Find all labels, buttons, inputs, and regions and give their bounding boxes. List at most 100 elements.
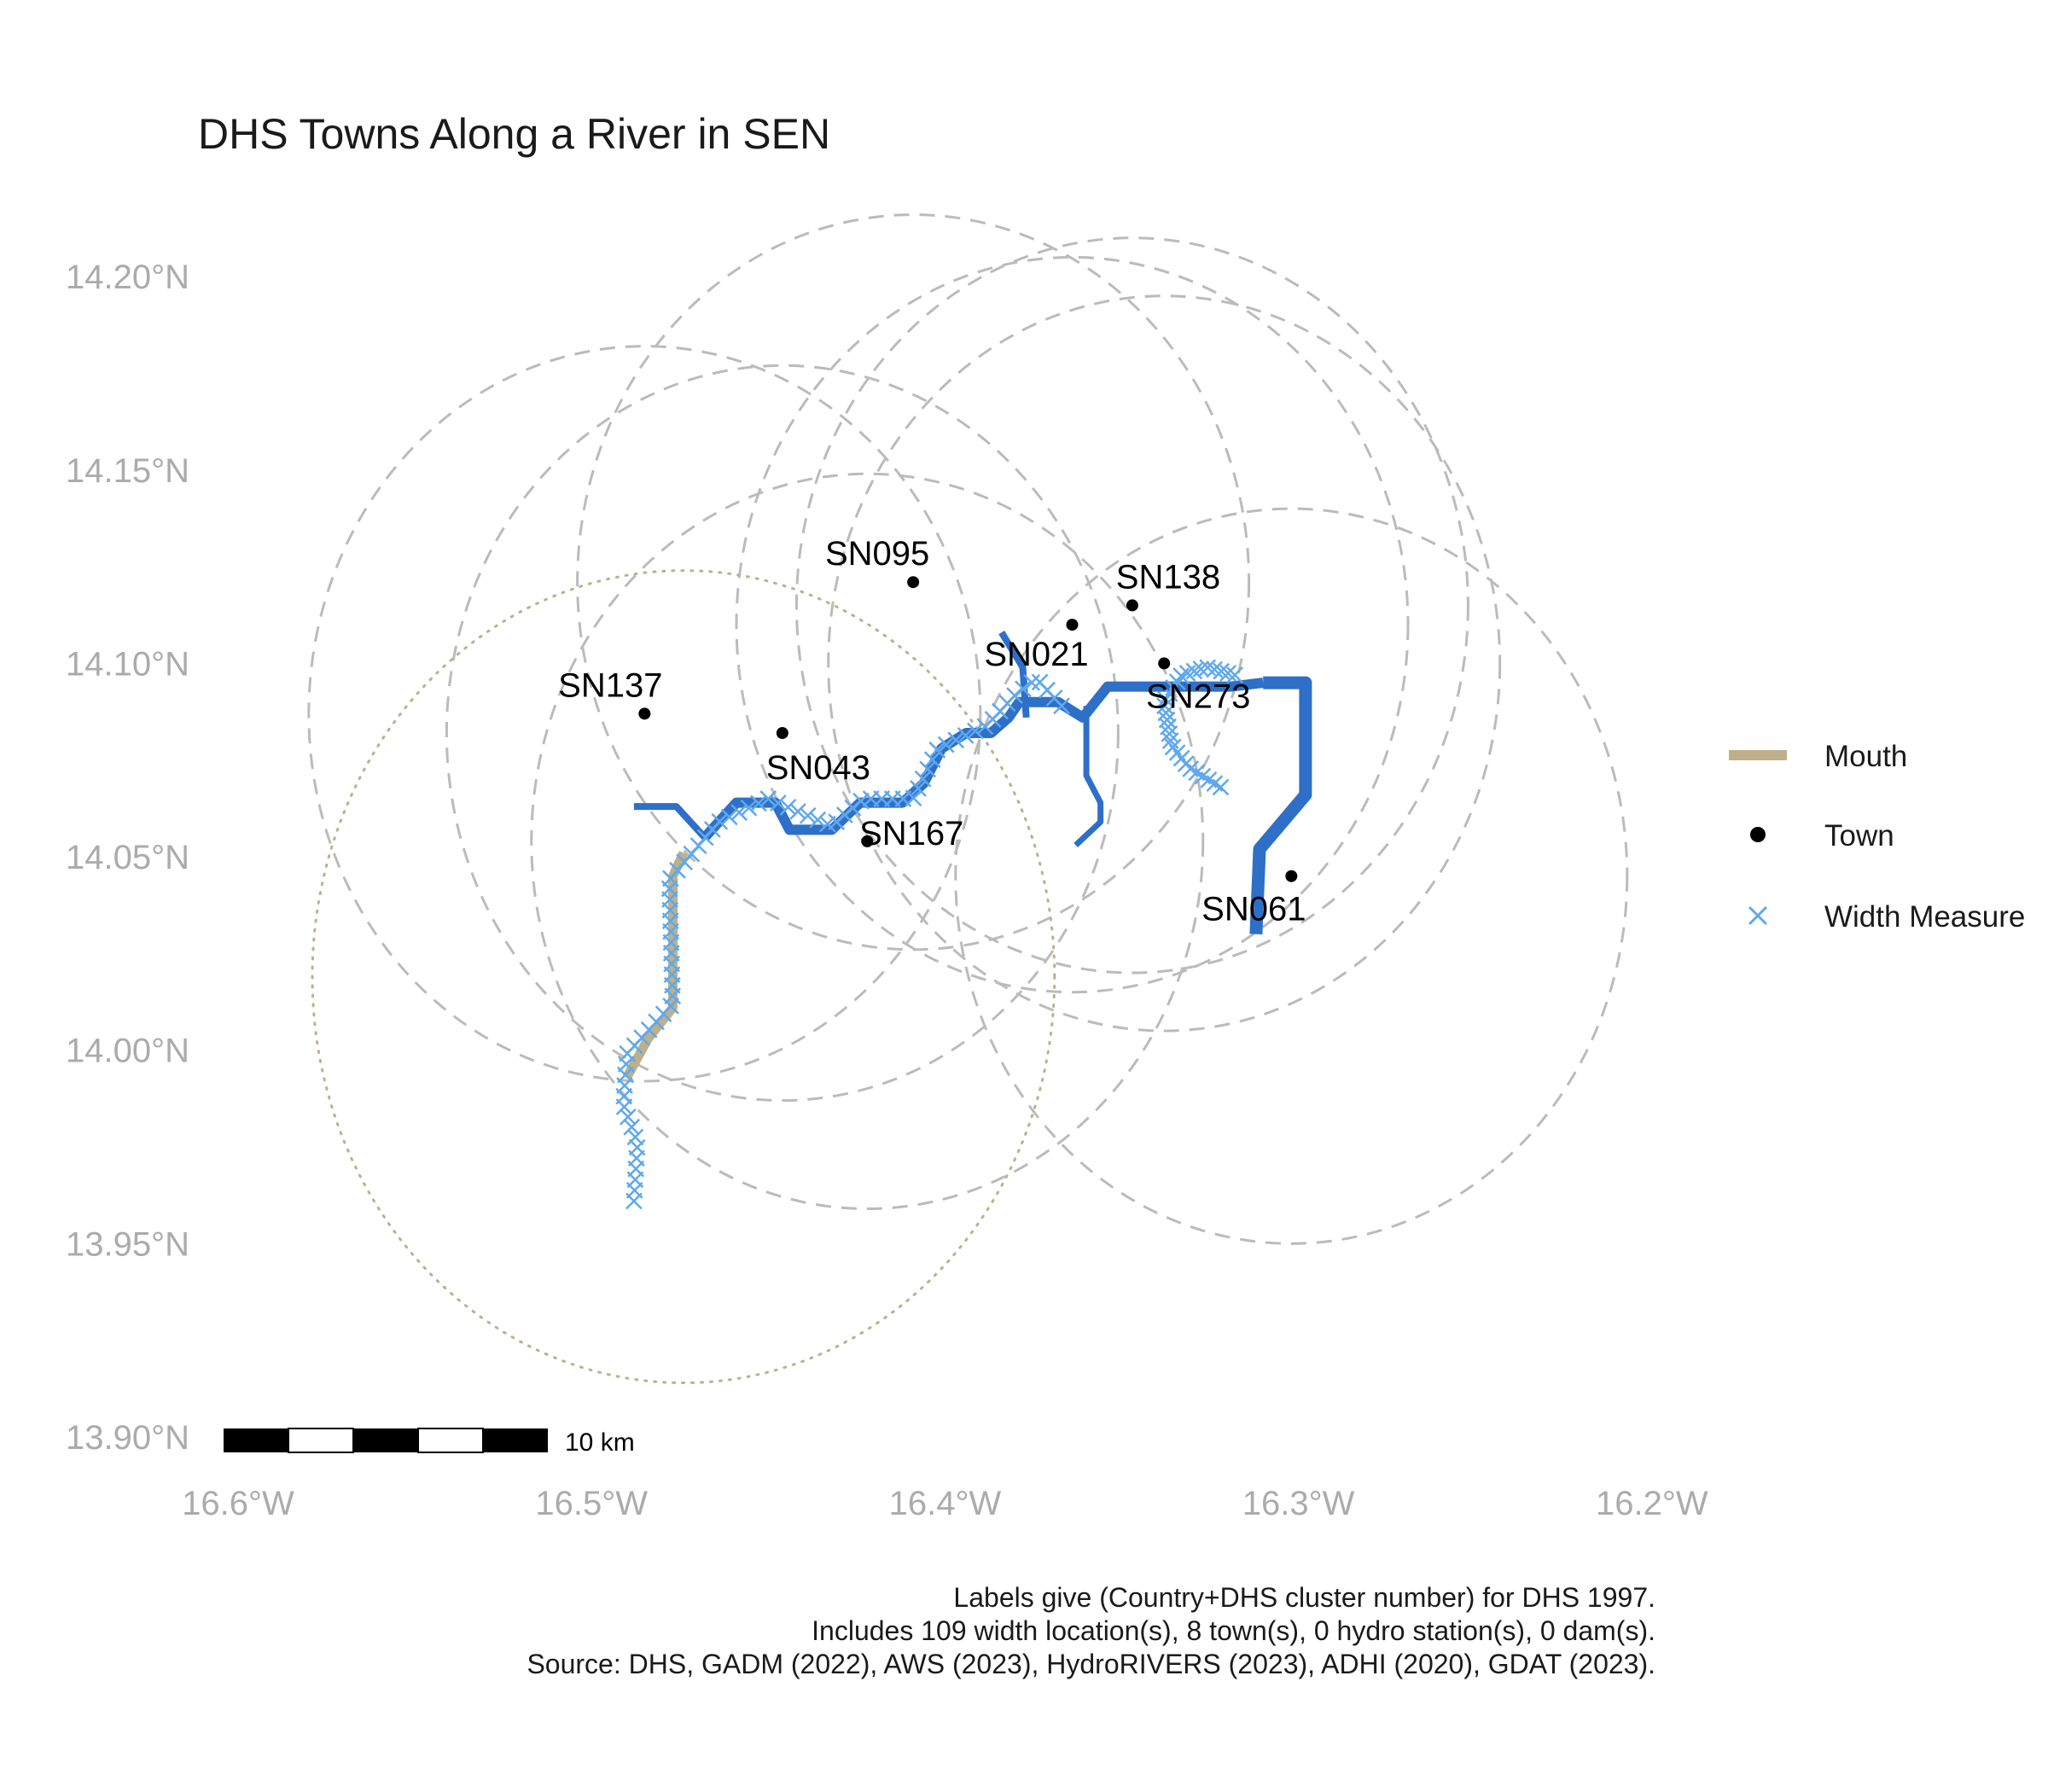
- town-buffers: [307, 213, 1629, 1245]
- width-measure-marker: [1160, 718, 1177, 736]
- town-point: [907, 576, 920, 589]
- x-tick-label: 16.2°W: [1596, 1485, 1708, 1522]
- town-label: SN095: [825, 535, 929, 573]
- town-label: SN167: [859, 815, 963, 852]
- caption-line-1: Labels give (Country+DHS cluster number)…: [953, 1582, 1655, 1613]
- x-axis: 16.6°W 16.5°W 16.4°W 16.3°W 16.2°W: [182, 1485, 1708, 1522]
- width-measure-marker: [740, 799, 758, 817]
- width-measure-marker: [770, 794, 787, 812]
- width-measure-marker: [662, 998, 679, 1015]
- width-measure-marker: [799, 806, 817, 824]
- town-point: [776, 726, 788, 739]
- width-measure-marker: [852, 792, 870, 810]
- town-label: SN273: [1146, 678, 1250, 715]
- mouth-buffer-ring: [311, 569, 1056, 1385]
- width-measure-marker: [928, 741, 946, 759]
- width-measure-marker: [1213, 662, 1231, 680]
- town-buffer: [530, 472, 1205, 1211]
- town-point: [861, 835, 874, 847]
- width-measure-marker: [1156, 697, 1173, 715]
- town-buffer: [827, 294, 1502, 1033]
- width-measure-marker: [957, 727, 975, 744]
- town-buffer: [794, 236, 1469, 975]
- mouth-buffer: [311, 569, 1056, 1385]
- town-point: [1158, 657, 1171, 670]
- width-measure-marker: [1219, 664, 1236, 682]
- town-buffer: [954, 507, 1629, 1245]
- town-label: SN061: [1201, 891, 1306, 928]
- width-measure-marker: [1161, 732, 1179, 749]
- width-measure-marker: [779, 799, 797, 816]
- map-title: DHS Towns Along a River in SEN: [198, 110, 830, 158]
- y-tick-label: 13.90°N: [66, 1419, 189, 1457]
- legend-label-width: Width Measure: [1824, 900, 2025, 934]
- x-tick-label: 16.5°W: [535, 1485, 648, 1522]
- width-measure-marker: [711, 812, 729, 830]
- scale-seg-1: [224, 1428, 288, 1452]
- town-buffer: [735, 255, 1410, 994]
- width-measure-marker: [1023, 673, 1041, 691]
- legend: Mouth Town Width Measure: [1729, 740, 2025, 934]
- x-tick-label: 16.6°W: [182, 1485, 294, 1522]
- width-measure-marker: [626, 1128, 644, 1146]
- caption-line-2: Includes 109 width location(s), 8 town(s…: [812, 1615, 1655, 1646]
- width-measures: [615, 659, 1243, 1210]
- caption-line-3: Source: DHS, GADM (2022), AWS (2023), Hy…: [527, 1649, 1655, 1679]
- y-axis: 14.20°N 14.15°N 14.10°N 14.05°N 14.00°N 13.95…: [66, 259, 189, 1457]
- width-measure-marker: [623, 1118, 641, 1136]
- scale-seg-4: [417, 1428, 484, 1453]
- width-measure-marker: [937, 736, 955, 753]
- y-tick-label: 14.10°N: [66, 645, 189, 683]
- width-measure-marker: [1199, 659, 1217, 677]
- width-measure-marker: [1161, 724, 1178, 742]
- width-measure-marker: [628, 1138, 646, 1156]
- river-segment: [701, 678, 1264, 841]
- x-tick-label: 16.3°W: [1242, 1485, 1355, 1522]
- legend-label-town: Town: [1824, 819, 1894, 852]
- width-measure-marker: [720, 808, 738, 826]
- town-buffer: [445, 364, 1120, 1103]
- y-tick-label: 13.95°N: [66, 1225, 189, 1263]
- legend-key-width: [1748, 905, 1768, 926]
- river-segment: [633, 803, 707, 841]
- width-measure-marker: [759, 790, 777, 807]
- width-measure-marker: [789, 802, 806, 820]
- width-measure-marker: [1157, 704, 1175, 722]
- width-measure-marker: [919, 760, 937, 778]
- width-measure-marker: [1164, 738, 1182, 756]
- width-measure-marker: [1192, 660, 1210, 678]
- y-tick-label: 14.20°N: [66, 259, 189, 296]
- width-measure-marker: [1226, 666, 1243, 684]
- width-measure-marker: [905, 789, 922, 807]
- town-label: SN138: [1116, 558, 1220, 596]
- scale-label: 10 km: [565, 1428, 635, 1457]
- width-measure-marker: [914, 770, 932, 788]
- y-tick-label: 14.00°N: [66, 1033, 189, 1070]
- town-label: SN043: [766, 749, 870, 787]
- town-point: [1066, 619, 1079, 631]
- width-measure-marker: [1053, 697, 1070, 715]
- width-measure-marker: [809, 811, 827, 829]
- width-measure-marker: [1015, 680, 1032, 698]
- river-network: [633, 631, 1312, 935]
- legend-key-town: [1750, 827, 1766, 842]
- width-measure-marker: [947, 731, 965, 749]
- scale-seg-2: [288, 1428, 354, 1453]
- towns: SN095 SN138 SN021 SN273 SN137 SN043 SN167 SN061: [558, 535, 1306, 928]
- river-segment: [1073, 706, 1104, 848]
- town-buffer: [307, 345, 982, 1083]
- y-tick-label: 14.15°N: [66, 452, 189, 490]
- y-tick-label: 14.05°N: [66, 839, 189, 876]
- width-measure-marker: [750, 794, 767, 812]
- scale-seg-3: [353, 1428, 418, 1452]
- width-measure-marker: [967, 722, 984, 740]
- scale-bar: 10 km: [224, 1428, 635, 1457]
- town-point: [638, 707, 651, 720]
- town-point: [1285, 870, 1298, 882]
- town-label: SN021: [984, 636, 1088, 673]
- scale-seg-5: [483, 1428, 548, 1452]
- width-measure-marker: [923, 751, 941, 768]
- width-measure-marker: [1206, 660, 1224, 678]
- town-point: [1126, 599, 1138, 612]
